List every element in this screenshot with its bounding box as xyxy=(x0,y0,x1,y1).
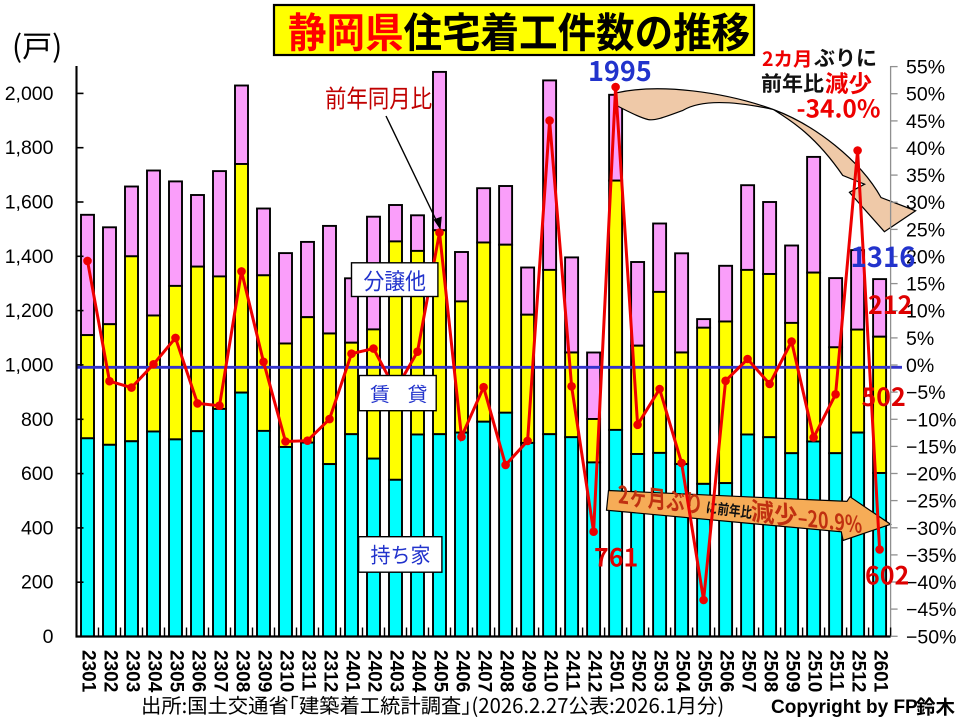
svg-text:−50%: −50% xyxy=(906,626,956,648)
svg-text:2306: 2306 xyxy=(188,650,209,692)
svg-text:2508: 2508 xyxy=(760,650,781,692)
svg-text:2303: 2303 xyxy=(122,650,143,692)
svg-text:−30%: −30% xyxy=(906,518,956,540)
svg-text:Copyright by FP: Copyright by FP xyxy=(771,697,918,718)
svg-text:2401: 2401 xyxy=(342,650,363,693)
svg-text:2505: 2505 xyxy=(694,650,715,693)
svg-text:2504: 2504 xyxy=(672,650,693,693)
svg-text:2412: 2412 xyxy=(584,650,605,692)
svg-text:2304: 2304 xyxy=(144,650,165,693)
svg-text:2308: 2308 xyxy=(232,650,253,692)
svg-text:2301: 2301 xyxy=(78,650,99,693)
svg-text:−5%: −5% xyxy=(906,382,946,404)
svg-text:600: 600 xyxy=(21,463,54,485)
svg-text:2311: 2311 xyxy=(298,650,319,692)
svg-text:5%: 5% xyxy=(906,328,934,350)
svg-text:−35%: −35% xyxy=(906,545,956,567)
svg-text:0: 0 xyxy=(43,626,54,648)
svg-text:30%: 30% xyxy=(906,192,945,214)
svg-text:55%: 55% xyxy=(906,57,945,79)
svg-text:2,000: 2,000 xyxy=(5,83,54,105)
svg-text:2405: 2405 xyxy=(430,650,451,693)
svg-text:45%: 45% xyxy=(906,111,945,133)
svg-text:2406: 2406 xyxy=(452,650,473,692)
svg-text:2309: 2309 xyxy=(254,650,275,692)
svg-text:50%: 50% xyxy=(906,84,945,106)
svg-text:40%: 40% xyxy=(906,138,945,160)
svg-text:−15%: −15% xyxy=(906,436,956,458)
svg-text:−40%: −40% xyxy=(906,572,956,594)
svg-text:200: 200 xyxy=(21,572,54,594)
svg-text:2410: 2410 xyxy=(540,650,561,692)
svg-text:2507: 2507 xyxy=(738,650,759,692)
svg-text:2501: 2501 xyxy=(606,650,627,693)
svg-text:1,600: 1,600 xyxy=(5,192,54,214)
svg-text:2402: 2402 xyxy=(364,650,385,692)
svg-text:1,200: 1,200 xyxy=(5,300,54,322)
svg-text:1,800: 1,800 xyxy=(5,137,54,159)
svg-text:10%: 10% xyxy=(906,301,945,323)
svg-text:2511: 2511 xyxy=(826,650,847,692)
svg-text:1,400: 1,400 xyxy=(5,246,54,268)
svg-text:2404: 2404 xyxy=(408,650,429,693)
svg-text:0%: 0% xyxy=(906,355,934,377)
svg-text:400: 400 xyxy=(21,517,54,539)
svg-text:2302: 2302 xyxy=(100,650,121,692)
svg-text:2503: 2503 xyxy=(650,650,671,692)
svg-text:−25%: −25% xyxy=(906,491,956,513)
svg-text:1,000: 1,000 xyxy=(5,354,54,376)
svg-text:2409: 2409 xyxy=(518,650,539,692)
svg-text:2411: 2411 xyxy=(562,650,583,692)
svg-text:2408: 2408 xyxy=(496,650,517,692)
svg-text:2307: 2307 xyxy=(210,650,231,692)
svg-text:2305: 2305 xyxy=(166,650,187,693)
svg-text:2407: 2407 xyxy=(474,650,495,692)
svg-text:25%: 25% xyxy=(906,219,945,241)
svg-text:2510: 2510 xyxy=(804,650,825,692)
svg-text:2509: 2509 xyxy=(782,650,803,692)
svg-text:−10%: −10% xyxy=(906,409,956,431)
svg-text:2502: 2502 xyxy=(628,650,649,692)
svg-text:2601: 2601 xyxy=(870,650,891,693)
svg-text:35%: 35% xyxy=(906,165,945,187)
svg-text:2512: 2512 xyxy=(848,650,869,692)
svg-text:2310: 2310 xyxy=(276,650,297,692)
svg-text:15%: 15% xyxy=(906,274,945,296)
svg-text:2506: 2506 xyxy=(716,650,737,692)
svg-text:800: 800 xyxy=(21,409,54,431)
svg-text:−45%: −45% xyxy=(906,599,956,621)
svg-text:2312: 2312 xyxy=(320,650,341,692)
svg-text:−20%: −20% xyxy=(906,464,956,486)
svg-text:20%: 20% xyxy=(906,247,945,269)
svg-text:2403: 2403 xyxy=(386,650,407,692)
